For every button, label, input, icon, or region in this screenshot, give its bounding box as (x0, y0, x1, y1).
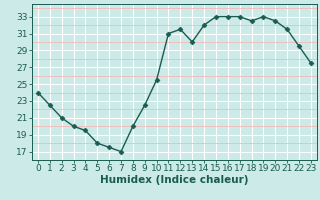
X-axis label: Humidex (Indice chaleur): Humidex (Indice chaleur) (100, 175, 249, 185)
